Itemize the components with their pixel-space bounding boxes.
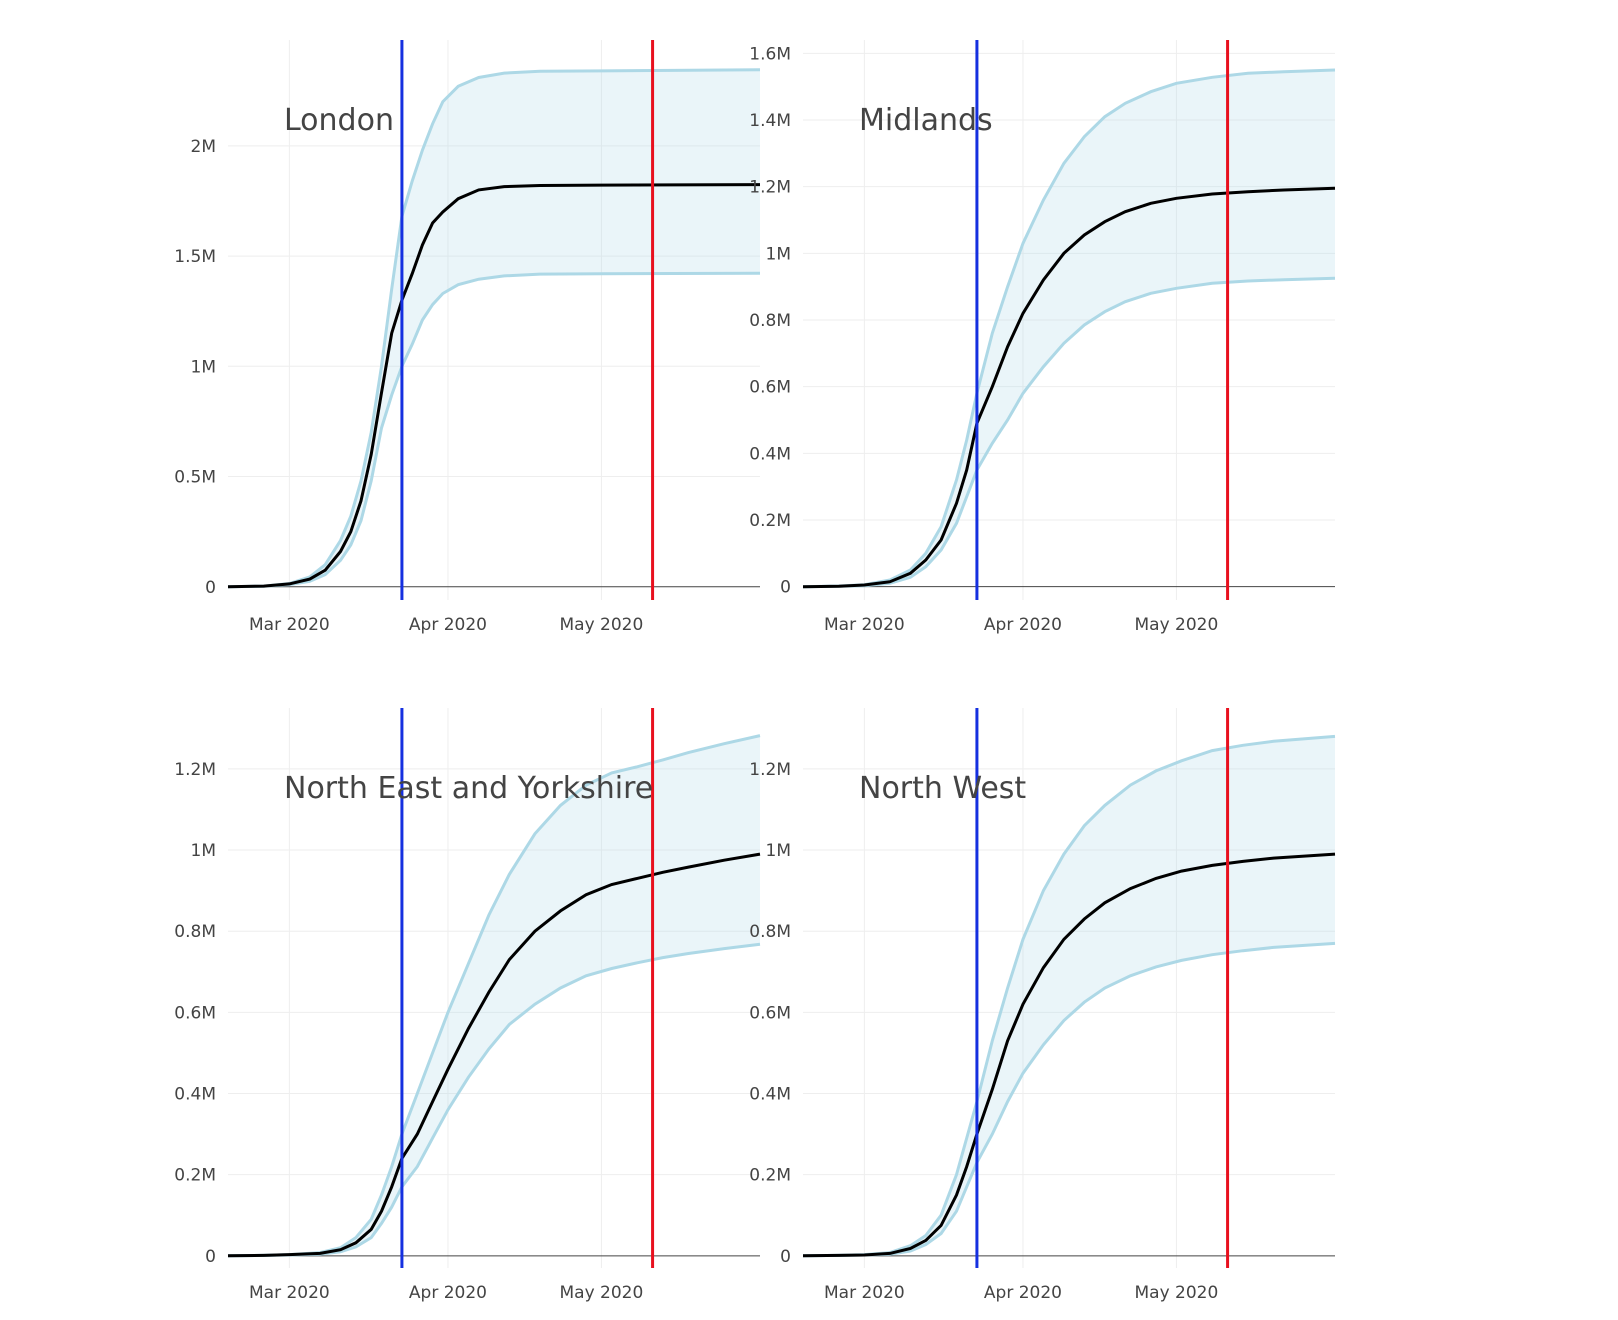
y-tick-label: 1.5M xyxy=(174,247,216,267)
uncertainty-band xyxy=(228,735,760,1256)
subplot-north-west: Mar 2020 Apr 2020 May 2020 0 0.2M 0.4M 0.6M 0.8… xyxy=(749,708,1336,1303)
x-tick-label: Apr 2020 xyxy=(409,1283,487,1303)
y-tick-label: 1.2M xyxy=(749,178,791,198)
y-tick-label: 1M xyxy=(766,244,791,264)
y-tick-label: 0 xyxy=(205,1247,216,1267)
lower-bound-line xyxy=(227,271,761,589)
subplot-midlands: Mar 2020 Apr 2020 May 2020 0 0.2M 0.4M 0.6M 0.8… xyxy=(749,40,1336,635)
y-tick-label: 1M xyxy=(191,357,216,377)
subplot-london: Mar 2020 Apr 2020 May 2020 0 0.5M 1M 1.5M 2M Lon… xyxy=(174,40,761,635)
y-tick-label: 0.2M xyxy=(174,1166,216,1186)
y-tick-label: 0 xyxy=(780,578,791,598)
y-tick-label: 0.4M xyxy=(174,1085,216,1105)
x-tick-label: May 2020 xyxy=(560,1283,644,1303)
y-tick-label: 1.6M xyxy=(749,44,791,64)
panel-title: Midlands xyxy=(859,103,993,138)
uncertainty-band xyxy=(803,70,1335,587)
y-tick-label: 1M xyxy=(766,841,791,861)
median-line xyxy=(227,852,761,1258)
y-tick-label: 0.5M xyxy=(174,468,216,488)
y-tick-label: 1M xyxy=(191,841,216,861)
panel-title: London xyxy=(284,103,394,138)
subplot-north-east-and-yorkshire: Mar 2020 Apr 2020 May 2020 0 0.2M 0.4M 0.6M 0.8… xyxy=(174,708,761,1303)
y-tick-label: 1.2M xyxy=(174,760,216,780)
y-tick-label: 1.2M xyxy=(749,760,791,780)
x-tick-label: May 2020 xyxy=(1135,615,1219,635)
x-tick-label: Apr 2020 xyxy=(409,615,487,635)
x-tick-label: Mar 2020 xyxy=(249,615,330,635)
y-tick-label: 0.2M xyxy=(749,511,791,531)
uncertainty-band xyxy=(803,736,1335,1256)
y-tick-label: 0.4M xyxy=(749,444,791,464)
x-tick-label: Apr 2020 xyxy=(984,1283,1062,1303)
upper-bound-line xyxy=(227,734,761,1258)
lower-bound-line xyxy=(802,941,1336,1258)
lower-bound-line xyxy=(227,942,761,1258)
upper-bound-line xyxy=(802,68,1336,589)
uncertainty-band xyxy=(228,69,760,587)
median-line xyxy=(802,186,1336,589)
lower-bound-line xyxy=(802,276,1336,589)
y-tick-label: 0.4M xyxy=(749,1085,791,1105)
y-tick-label: 0.8M xyxy=(749,922,791,942)
x-tick-label: May 2020 xyxy=(560,615,644,635)
x-tick-label: May 2020 xyxy=(1135,1283,1219,1303)
y-tick-label: 0.8M xyxy=(174,922,216,942)
y-tick-label: 0.6M xyxy=(749,1003,791,1023)
panel-title: North West xyxy=(859,771,1026,806)
panel-title: North East and Yorkshire xyxy=(284,771,653,806)
x-tick-label: Mar 2020 xyxy=(824,615,905,635)
y-tick-label: 0.2M xyxy=(749,1166,791,1186)
x-tick-label: Mar 2020 xyxy=(824,1283,905,1303)
y-tick-label: 0 xyxy=(205,578,216,598)
y-tick-label: 1.4M xyxy=(749,111,791,131)
x-tick-label: Apr 2020 xyxy=(984,615,1062,635)
y-tick-label: 0.6M xyxy=(174,1003,216,1023)
median-line xyxy=(802,852,1336,1258)
y-tick-label: 0.6M xyxy=(749,378,791,398)
y-tick-label: 0.8M xyxy=(749,311,791,331)
y-tick-label: 0 xyxy=(780,1247,791,1267)
x-tick-label: Mar 2020 xyxy=(249,1283,330,1303)
upper-bound-line xyxy=(802,734,1336,1258)
y-tick-label: 2M xyxy=(191,137,216,157)
